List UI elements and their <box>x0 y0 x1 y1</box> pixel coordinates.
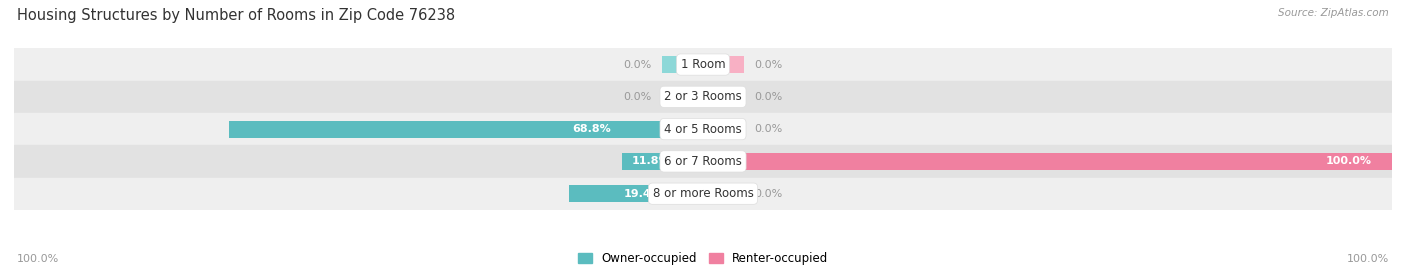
Text: 1 Room: 1 Room <box>681 58 725 71</box>
Bar <box>662 56 703 73</box>
Bar <box>14 145 1392 178</box>
Text: Housing Structures by Number of Rooms in Zip Code 76238: Housing Structures by Number of Rooms in… <box>17 8 456 23</box>
Bar <box>703 56 744 73</box>
Text: Source: ZipAtlas.com: Source: ZipAtlas.com <box>1278 8 1389 18</box>
Bar <box>703 153 1392 170</box>
Text: 0.0%: 0.0% <box>755 59 783 70</box>
Bar <box>229 121 703 137</box>
Bar <box>662 185 703 202</box>
Bar <box>662 89 703 105</box>
Text: 19.4%: 19.4% <box>623 189 662 199</box>
Bar <box>14 178 1392 210</box>
Text: 8 or more Rooms: 8 or more Rooms <box>652 187 754 200</box>
Text: 0.0%: 0.0% <box>755 124 783 134</box>
Text: 100.0%: 100.0% <box>1326 156 1371 167</box>
Bar <box>14 81 1392 113</box>
Text: 100.0%: 100.0% <box>1347 254 1389 264</box>
Legend: Owner-occupied, Renter-occupied: Owner-occupied, Renter-occupied <box>578 252 828 265</box>
Bar <box>703 185 744 202</box>
Text: 0.0%: 0.0% <box>623 59 651 70</box>
Text: 100.0%: 100.0% <box>17 254 59 264</box>
Bar <box>14 113 1392 145</box>
Text: 0.0%: 0.0% <box>755 189 783 199</box>
Bar <box>662 153 703 170</box>
Text: 68.8%: 68.8% <box>572 124 612 134</box>
Text: 0.0%: 0.0% <box>623 92 651 102</box>
Bar <box>703 153 744 170</box>
Text: 2 or 3 Rooms: 2 or 3 Rooms <box>664 90 742 103</box>
Bar <box>621 153 703 170</box>
Bar <box>662 121 703 137</box>
Bar <box>703 121 744 137</box>
Text: 6 or 7 Rooms: 6 or 7 Rooms <box>664 155 742 168</box>
Text: 11.8%: 11.8% <box>631 156 671 167</box>
Text: 4 or 5 Rooms: 4 or 5 Rooms <box>664 123 742 136</box>
Bar <box>569 185 703 202</box>
Bar <box>14 48 1392 81</box>
Text: 0.0%: 0.0% <box>755 92 783 102</box>
Bar <box>703 89 744 105</box>
